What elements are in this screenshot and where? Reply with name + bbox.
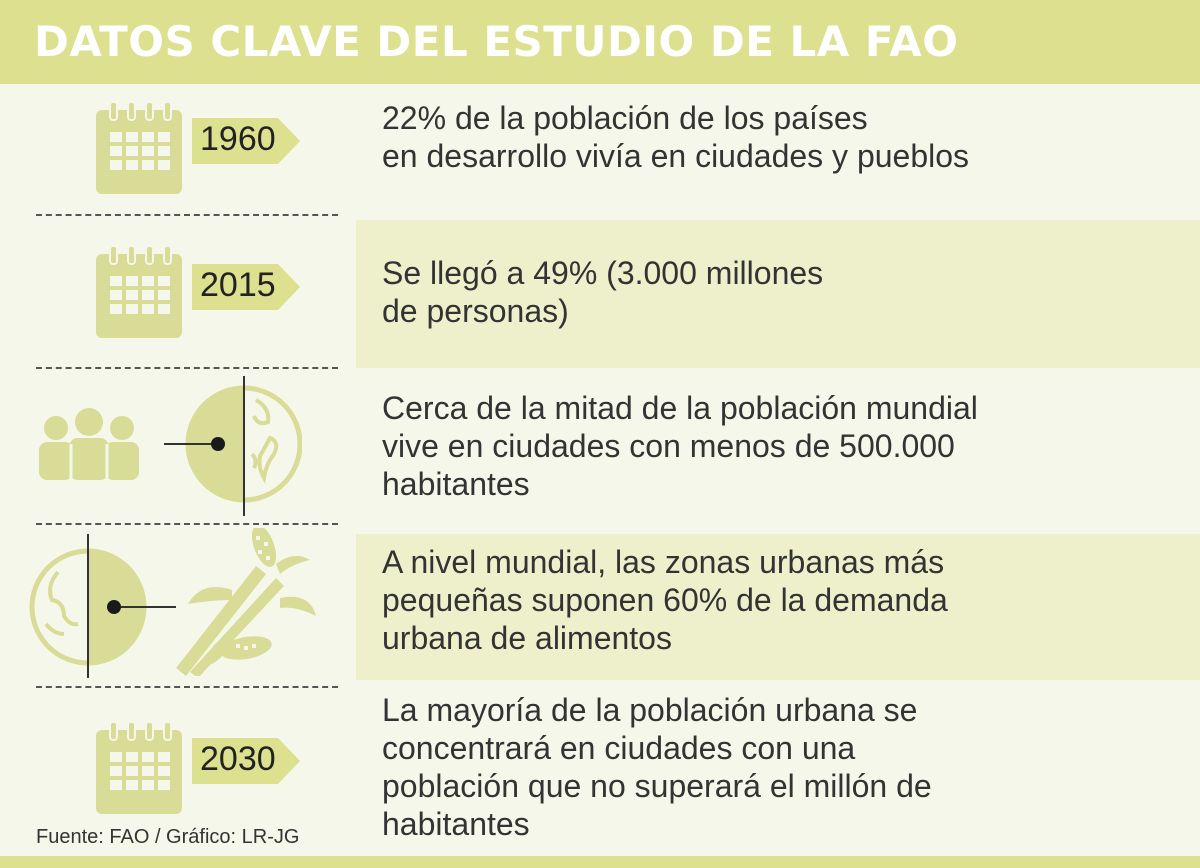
corn-icon	[176, 528, 316, 676]
row-band-4	[356, 534, 1200, 680]
divider	[36, 523, 338, 525]
globe-icon	[29, 534, 176, 678]
year-tag	[192, 738, 300, 784]
text-line: 22% de la población de los países	[382, 100, 868, 136]
text-line: en desarrollo vivía en ciudades y pueblo…	[382, 138, 970, 174]
calendar-icon	[96, 246, 182, 338]
page-title: DATOS CLAVE DEL ESTUDIO DE LA FAO	[34, 17, 959, 66]
year-label: 1960	[200, 120, 276, 158]
year-label: 2030	[200, 740, 276, 778]
header-bar: DATOS CLAVE DEL ESTUDIO DE LA FAO	[0, 0, 1200, 84]
text-line: La mayoría de la población urbana se	[382, 692, 918, 728]
text-line: vive en ciudades con menos de 500.000	[382, 428, 955, 464]
globe-icon	[164, 376, 302, 516]
text-line: concentrará en ciudades con una	[382, 730, 856, 766]
year-tag	[192, 264, 300, 310]
people-icon	[39, 408, 139, 480]
row-description: 22% de la población de los países en des…	[382, 99, 1182, 175]
row-description: Se llegó a 49% (3.000 millones de person…	[382, 254, 1182, 330]
text-line: Se llegó a 49% (3.000 millones	[382, 255, 824, 291]
divider	[36, 214, 338, 216]
text-line: de personas)	[382, 293, 569, 329]
row-description: Cerca de la mitad de la población mundia…	[382, 389, 1182, 503]
row-description: La mayoría de la población urbana se con…	[382, 691, 1182, 843]
text-line: habitantes	[382, 466, 530, 502]
text-line: urbana de alimentos	[382, 620, 672, 656]
calendar-icon	[96, 102, 182, 194]
year-label: 2015	[200, 266, 276, 304]
text-line: pequeñas suponen 60% de la demanda	[382, 582, 948, 618]
source-credit: Fuente: FAO / Gráfico: LR-JG	[36, 826, 300, 848]
year-tag	[192, 118, 300, 164]
divider	[36, 686, 338, 688]
text-line: Cerca de la mitad de la población mundia…	[382, 390, 978, 426]
calendar-icon	[96, 722, 182, 814]
bottom-bar	[0, 856, 1200, 868]
text-line: A nivel mundial, las zonas urbanas más	[382, 544, 945, 580]
row-description: A nivel mundial, las zonas urbanas más p…	[382, 543, 1182, 657]
text-line: habitantes	[382, 806, 530, 842]
row-band-2	[356, 220, 1200, 368]
divider	[36, 367, 338, 369]
text-line: población que no superará el millón de	[382, 768, 932, 804]
